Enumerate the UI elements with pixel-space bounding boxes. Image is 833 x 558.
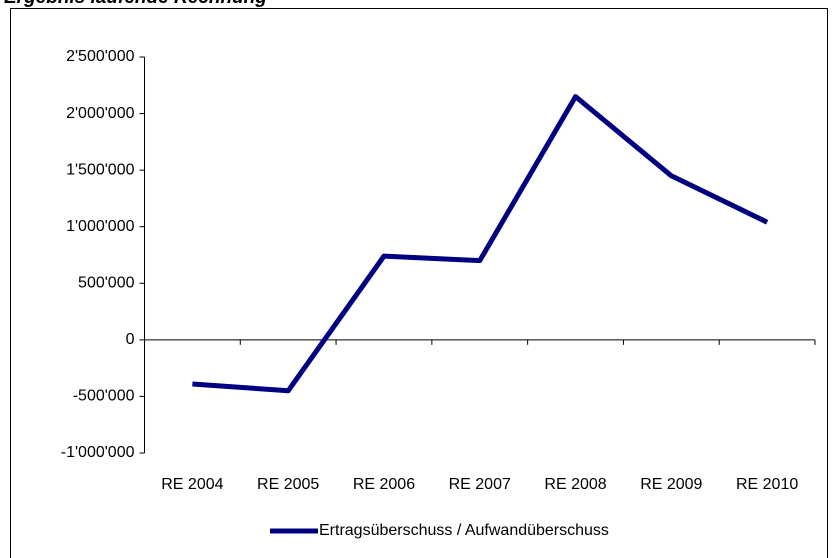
y-tick-label: -500'000 [73, 388, 135, 405]
line-series [192, 94, 769, 394]
y-tick-label: 2'000'000 [66, 105, 135, 122]
y-tick-label: 1'500'000 [66, 161, 135, 178]
x-tick-label: RE 2004 [161, 476, 223, 493]
y-tick-label: 1'000'000 [66, 218, 135, 235]
x-tick-label: RE 2006 [353, 476, 415, 493]
x-tick-label: RE 2007 [449, 476, 511, 493]
y-tick-label: 500'000 [78, 275, 135, 292]
chart-border [10, 8, 828, 558]
x-tick-label: RE 2008 [544, 476, 606, 493]
y-tick-label: 0 [126, 331, 135, 348]
x-tick-label: RE 2010 [736, 476, 798, 493]
chart-title: Ergebnis laufende Rechnung [4, 0, 267, 8]
legend-label: Ertragsüberschuss / Aufwandüberschuss [319, 522, 609, 539]
x-tick-label: RE 2005 [257, 476, 319, 493]
y-tick-label: -1'000'000 [61, 444, 135, 461]
x-tick-label: RE 2009 [640, 476, 702, 493]
y-tick-label: 2'500'000 [66, 48, 135, 65]
